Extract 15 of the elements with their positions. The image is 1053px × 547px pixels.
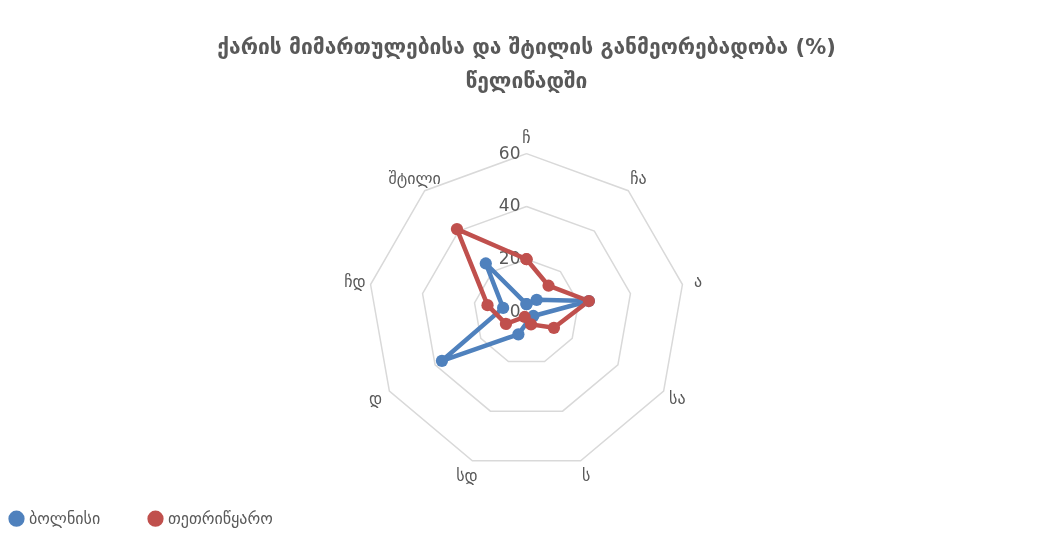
spoke-label: დ bbox=[369, 389, 383, 409]
y-tick-label: 40 bbox=[498, 195, 521, 216]
spoke-label: ს bbox=[581, 465, 591, 485]
legend-label: თეთრიწყარო bbox=[168, 508, 273, 528]
spoke-label: ა bbox=[693, 271, 703, 291]
y-tick-label: 0 bbox=[509, 301, 521, 321]
spoke-label: სდ bbox=[456, 465, 478, 485]
spoke-label: სა bbox=[669, 389, 686, 409]
spoke-label: ჩ bbox=[522, 127, 531, 147]
chart-title: ქარის მიმართულებისა და შტილის განმეორებადობა (%) წელიწადში bbox=[217, 35, 836, 93]
legend-label: ბოლნისი bbox=[29, 508, 101, 528]
spoke-label: ჩდ bbox=[344, 271, 366, 291]
y-tick-label: 60 bbox=[498, 142, 521, 163]
spoke-label: შტილი bbox=[388, 168, 441, 188]
spoke-label: ჩა bbox=[630, 168, 647, 188]
